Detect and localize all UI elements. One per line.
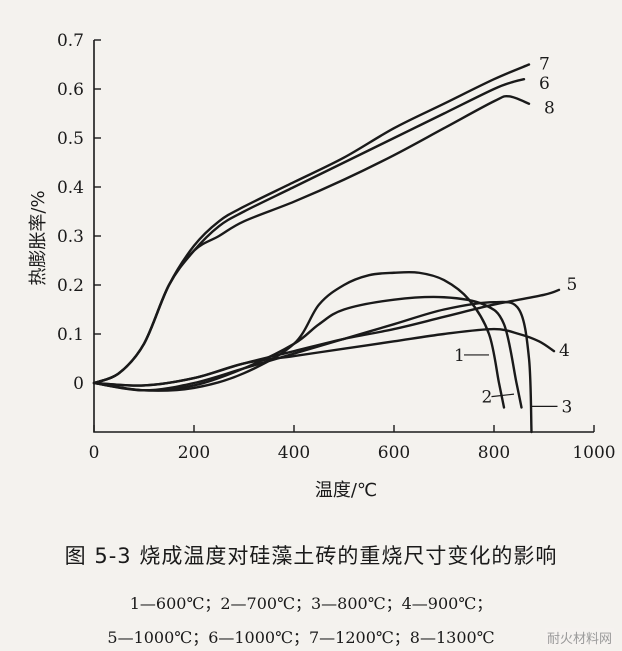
series-label-6: 6 xyxy=(539,74,550,94)
figure-title: 图 5-3 烧成温度对硅藻土砖的重烧尺寸变化的影响 xyxy=(64,544,558,568)
series-line-6 xyxy=(92,78,526,385)
y-tick-label: 0 xyxy=(73,374,84,394)
thermal-expansion-chart: 0 200 400 600 800 1000 0 0.1 0.2 0.3 0.4 0.5 0.6 0.7… xyxy=(28,31,616,501)
x-tick-label: 800 xyxy=(478,443,510,463)
series-line-8 xyxy=(92,94,531,385)
x-tick-label: 0 xyxy=(89,443,100,463)
series-lines xyxy=(92,63,561,434)
x-tick-label: 1000 xyxy=(572,443,615,463)
y-tick-label: 0.4 xyxy=(57,178,84,198)
y-tick-label: 0.7 xyxy=(57,31,84,51)
series-labels: 1 2 3 4 5 67 8 xyxy=(454,54,577,417)
x-tick-label: 600 xyxy=(378,443,410,463)
x-tick-label: 200 xyxy=(178,443,210,463)
y-axis-ticks: 0 0.1 0.2 0.3 0.4 0.5 0.6 0.7 xyxy=(57,31,101,394)
watermark: 耐火材料网 xyxy=(544,628,614,647)
legend-line-1: 1—600℃；2—700℃；3—800℃；4—900℃； xyxy=(129,594,493,613)
series-line-7 xyxy=(92,63,531,385)
y-tick-label: 0.2 xyxy=(57,276,84,296)
series-label-1: 1 xyxy=(454,346,465,366)
x-tick-label: 400 xyxy=(278,443,310,463)
series-line-4 xyxy=(92,327,556,387)
series-leader-2 xyxy=(491,393,515,398)
y-tick-label: 0.6 xyxy=(57,80,84,100)
x-axis-title: 温度/℃ xyxy=(315,480,377,501)
series-label-3: 3 xyxy=(562,397,573,417)
series-line-1 xyxy=(92,270,506,409)
series-label-5: 5 xyxy=(567,275,578,295)
series-label-7: 7 xyxy=(539,54,550,74)
series-line-3 xyxy=(92,300,533,434)
series-line-2 xyxy=(92,295,523,409)
y-tick-label: 0.1 xyxy=(57,325,84,345)
series-label-2: 2 xyxy=(482,388,493,408)
y-tick-label: 0.5 xyxy=(57,129,84,149)
series-label-4: 4 xyxy=(559,341,570,361)
series-line-5 xyxy=(92,288,561,387)
y-axis-title: 热膨胀率/% xyxy=(28,190,49,285)
legend-line-2: 5—1000℃；6—1000℃；7—1200℃；8—1300℃ xyxy=(107,628,495,647)
y-tick-label: 0.3 xyxy=(57,227,84,247)
series-label-8: 8 xyxy=(544,99,555,119)
x-axis-ticks: 0 200 400 600 800 1000 xyxy=(89,425,616,463)
